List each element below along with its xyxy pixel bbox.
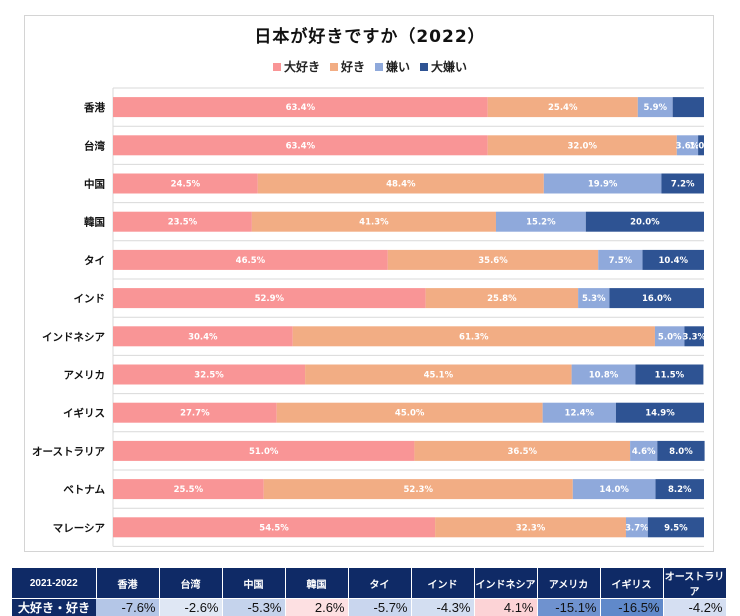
bar-segment bbox=[673, 97, 704, 117]
category-label: ベトナム bbox=[63, 484, 105, 496]
summary-column-header: 香港 bbox=[96, 568, 159, 599]
category-label: インド bbox=[74, 293, 106, 305]
summary-value-cell: -4.2% bbox=[663, 599, 726, 616]
data-label: 41.3% bbox=[359, 218, 389, 228]
summary-value-cell: -15.1% bbox=[537, 599, 600, 616]
data-label: 30.4% bbox=[188, 332, 218, 342]
data-label: 10.8% bbox=[589, 371, 619, 381]
summary-column-header: インドネシア bbox=[474, 568, 537, 599]
data-label: 63.4% bbox=[286, 141, 316, 151]
data-label: 52.9% bbox=[255, 294, 285, 304]
summary-column-header: 台湾 bbox=[159, 568, 222, 599]
summary-value-cell: -16.5% bbox=[600, 599, 663, 616]
summary-value-cell: 2.6% bbox=[285, 599, 348, 616]
data-label: 14.9% bbox=[645, 409, 675, 419]
data-label: 5.9% bbox=[643, 103, 667, 113]
data-label: 9.5% bbox=[664, 523, 688, 533]
data-label: 3.7% bbox=[625, 523, 649, 533]
summary-row-label: 大好き・好き bbox=[12, 599, 96, 616]
data-label: 7.5% bbox=[609, 256, 633, 266]
summary-column-header: 中国 bbox=[222, 568, 285, 599]
data-label: 3.3% bbox=[682, 332, 706, 342]
data-label: 61.3% bbox=[459, 332, 489, 342]
data-label: 54.5% bbox=[259, 523, 289, 533]
category-label: 台湾 bbox=[84, 139, 105, 152]
data-label: 45.1% bbox=[424, 371, 454, 381]
summary-column-header: タイ bbox=[348, 568, 411, 599]
summary-column-header: 韓国 bbox=[285, 568, 348, 599]
data-label: 5.3% bbox=[582, 294, 606, 304]
data-label: 25.4% bbox=[548, 103, 578, 113]
summary-value-cell: -5.3% bbox=[222, 599, 285, 616]
summary-column-header: アメリカ bbox=[537, 568, 600, 599]
summary-value-cell: -2.6% bbox=[159, 599, 222, 616]
data-label: 46.5% bbox=[236, 256, 266, 266]
data-label: 5.0% bbox=[658, 332, 682, 342]
category-label: マレーシア bbox=[53, 522, 106, 534]
data-label: 25.8% bbox=[487, 294, 517, 304]
data-label: 14.0% bbox=[599, 485, 629, 495]
summary-corner-label: 2021-2022 bbox=[12, 568, 96, 599]
category-label: 香港 bbox=[83, 101, 105, 114]
change-summary-table: 2021-2022 香港台湾中国韓国タイインドインドネシアアメリカイギリスオース… bbox=[12, 568, 727, 616]
category-label: タイ bbox=[84, 255, 105, 267]
data-label: 19.9% bbox=[588, 180, 618, 190]
data-label: 35.6% bbox=[478, 256, 508, 266]
category-label: アメリカ bbox=[64, 370, 105, 382]
category-label: イギリス bbox=[63, 407, 105, 420]
data-label: 16.0% bbox=[642, 294, 672, 304]
data-label: 63.4% bbox=[286, 103, 316, 113]
data-label: 32.3% bbox=[516, 523, 546, 533]
summary-column-header: オーストラリア bbox=[663, 568, 726, 599]
data-label: 20.0% bbox=[630, 218, 660, 228]
data-label: 4.6% bbox=[632, 447, 656, 457]
summary-column-header: イギリス bbox=[600, 568, 663, 599]
data-label: 32.5% bbox=[194, 371, 224, 381]
data-label: 36.5% bbox=[508, 447, 538, 457]
summary-value-cell: -5.7% bbox=[348, 599, 411, 616]
data-label: 12.4% bbox=[565, 409, 595, 419]
data-label: 7.2% bbox=[671, 180, 695, 190]
data-label: 15.2% bbox=[526, 218, 556, 228]
summary-value-cell: -7.6% bbox=[96, 599, 159, 616]
data-label: 1.0% bbox=[689, 141, 713, 151]
category-label: 韓国 bbox=[84, 216, 105, 229]
summary-value-row: 大好き・好き -7.6%-2.6%-5.3%2.6%-5.7%-4.3%4.1%… bbox=[12, 599, 726, 616]
data-label: 51.0% bbox=[249, 447, 279, 457]
data-label: 52.3% bbox=[404, 485, 434, 495]
category-label: 中国 bbox=[84, 178, 105, 191]
data-label: 11.5% bbox=[655, 371, 685, 381]
data-label: 8.0% bbox=[669, 447, 693, 457]
category-label: オーストラリア bbox=[32, 446, 105, 458]
data-label: 23.5% bbox=[168, 218, 198, 228]
data-label: 24.5% bbox=[171, 180, 201, 190]
summary-value-cell: 4.1% bbox=[474, 599, 537, 616]
data-label: 25.5% bbox=[174, 485, 204, 495]
category-label: インドネシア bbox=[42, 331, 105, 343]
data-label: 45.0% bbox=[395, 409, 425, 419]
data-label: 10.4% bbox=[659, 256, 689, 266]
summary-value-cell: -4.3% bbox=[411, 599, 474, 616]
summary-column-header: インド bbox=[411, 568, 474, 599]
data-label: 48.4% bbox=[386, 180, 416, 190]
data-label: 27.7% bbox=[180, 409, 210, 419]
data-label: 8.2% bbox=[668, 485, 692, 495]
summary-header-row: 2021-2022 香港台湾中国韓国タイインドインドネシアアメリカイギリスオース… bbox=[12, 568, 726, 599]
data-label: 32.0% bbox=[568, 141, 598, 151]
